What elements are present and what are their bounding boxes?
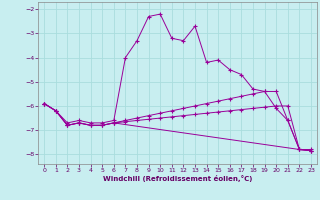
X-axis label: Windchill (Refroidissement éolien,°C): Windchill (Refroidissement éolien,°C): [103, 175, 252, 182]
